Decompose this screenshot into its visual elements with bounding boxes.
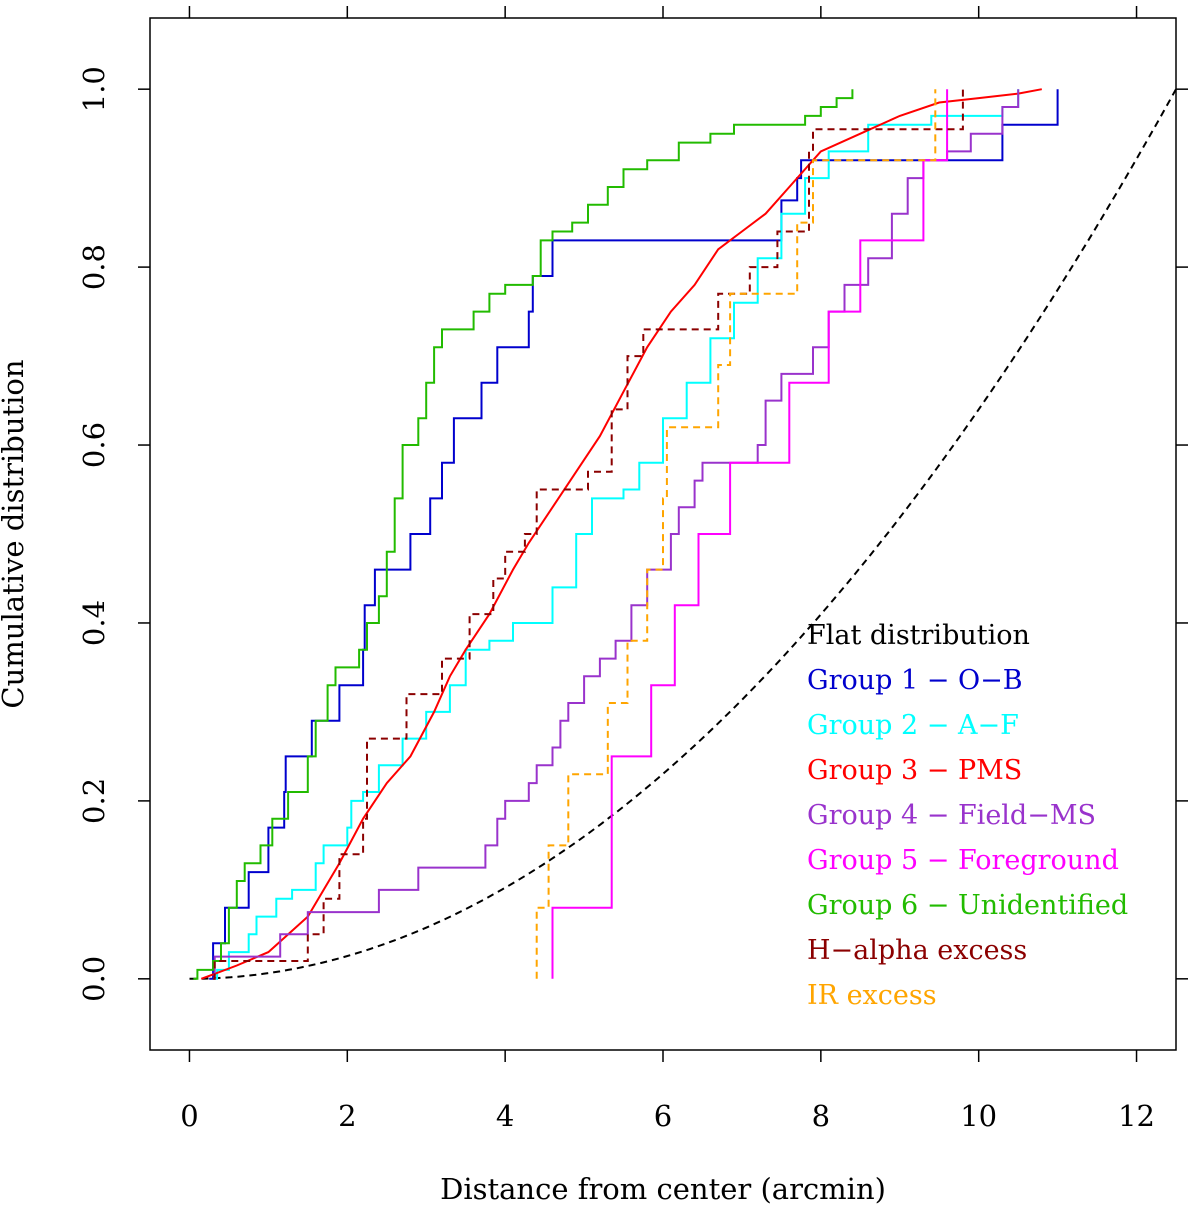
series-line-3 — [213, 89, 1020, 980]
y-tick-label: 0.0 — [77, 956, 111, 1002]
x-tick-label: 10 — [960, 1099, 997, 1133]
series-line-1 — [189, 88, 1177, 980]
legend: Flat distribution Group 1 − O−B Group 2 − … — [807, 620, 1128, 1011]
legend-entry-5: Group 4 − Field−MS — [807, 800, 1096, 831]
series-line-7 — [193, 89, 854, 980]
y-tick-label: 0.8 — [77, 244, 111, 290]
legend-entry-6: Group 5 − Foreground — [807, 845, 1119, 876]
axis-layer: 0 2 4 6 8 10 12 0.0 0.2 0.4 0.6 0.8 1.0 — [77, 6, 1188, 1133]
x-axis-label: Distance from center (arcmin) — [440, 1172, 886, 1206]
series-line-2 — [209, 89, 1059, 980]
x-tick-label: 4 — [496, 1099, 514, 1133]
x-tick-label: 2 — [338, 1099, 356, 1133]
series-line-6 — [551, 89, 949, 979]
y-tick-label: 0.4 — [77, 600, 111, 646]
y-tick-label: 0.2 — [77, 778, 111, 824]
legend-entry-1: Flat distribution — [807, 620, 1030, 651]
y-tick-label: 0.6 — [77, 422, 111, 468]
y-axis-label: Cumulative distribution — [0, 359, 30, 708]
legend-entry-2: Group 1 − O−B — [807, 665, 1023, 696]
y-tick-label: 1.0 — [77, 66, 111, 112]
legend-entry-3: Group 2 − A−F — [807, 710, 1019, 741]
legend-entry-7: Group 6 − Unidentified — [807, 890, 1128, 921]
x-tick-label: 0 — [180, 1099, 198, 1133]
legend-entry-8: H−alpha excess — [807, 935, 1027, 966]
series-line-4 — [200, 88, 1042, 980]
series-layer — [189, 88, 1177, 980]
x-tick-label: 8 — [812, 1099, 830, 1133]
x-tick-label: 12 — [1118, 1099, 1155, 1133]
legend-entry-4: Group 3 − PMS — [807, 755, 1022, 786]
x-tick-label: 6 — [654, 1099, 672, 1133]
legend-entry-9: IR excess — [807, 980, 937, 1011]
